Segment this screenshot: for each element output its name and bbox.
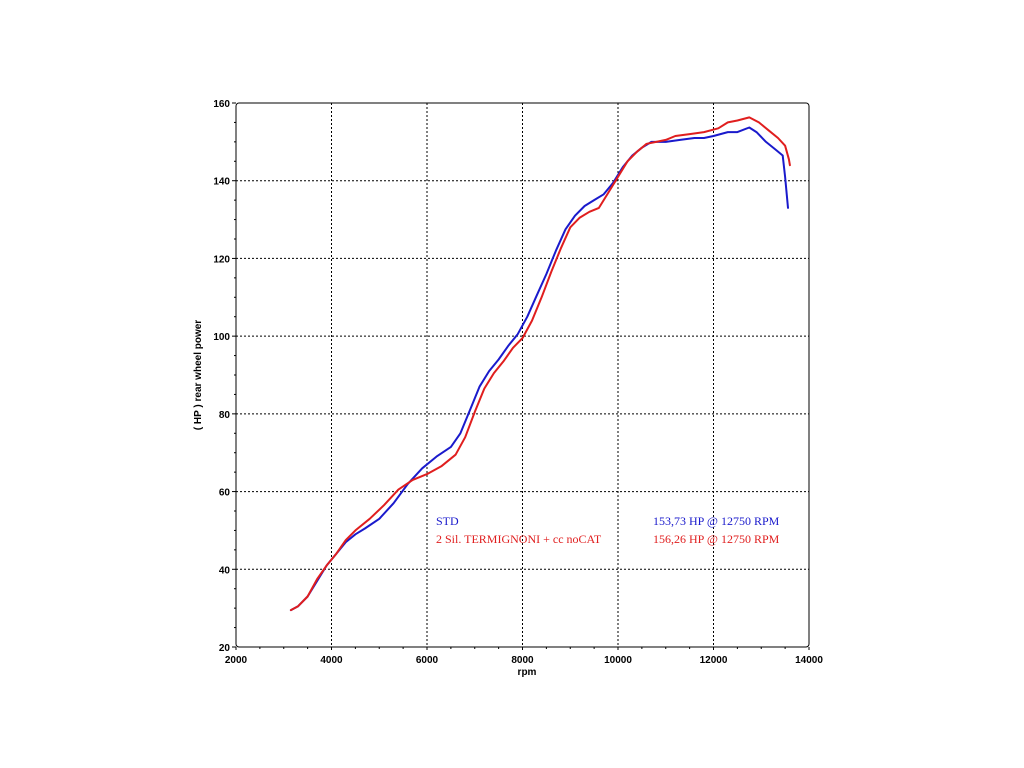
y-tick-label: 140	[213, 177, 230, 188]
x-tick-label: 2000	[225, 655, 248, 666]
x-tick-label: 10000	[604, 655, 632, 666]
x-tick-label: 6000	[416, 655, 439, 666]
legend-std-name: STD	[436, 514, 459, 528]
legend-termignoni-annotation: 156,26 HP @ 12750 RPM	[653, 532, 780, 546]
series-line-termignoni	[289, 116, 791, 612]
y-tick-label: 120	[213, 254, 230, 265]
x-axis-label: rpm	[518, 667, 537, 678]
x-tick-label: 8000	[511, 655, 534, 666]
x-axis-ticks: 2000 4000 6000 8000 10000 12000 14000	[225, 647, 823, 666]
y-axis-ticks: 20 40 60 80 100 120 140 160	[213, 99, 236, 654]
legend-termignoni-name: 2 Sil. TERMIGNONI + cc noCAT	[436, 532, 602, 546]
y-axis-label: ( HP ) rear wheel power	[193, 320, 204, 431]
y-tick-label: 100	[213, 332, 230, 343]
legend-std-annotation: 153,73 HP @ 12750 RPM	[653, 514, 780, 528]
series-line-std	[289, 126, 789, 612]
gridlines	[236, 103, 809, 647]
x-tick-label: 14000	[795, 655, 823, 666]
y-tick-label: 160	[213, 99, 230, 110]
y-tick-label: 60	[219, 488, 231, 499]
y-tick-label: 20	[219, 643, 231, 654]
x-tick-label: 12000	[700, 655, 728, 666]
y-tick-label: 80	[219, 410, 231, 421]
y-tick-label: 40	[219, 565, 231, 576]
series-lines	[289, 116, 791, 612]
x-tick-label: 4000	[320, 655, 343, 666]
